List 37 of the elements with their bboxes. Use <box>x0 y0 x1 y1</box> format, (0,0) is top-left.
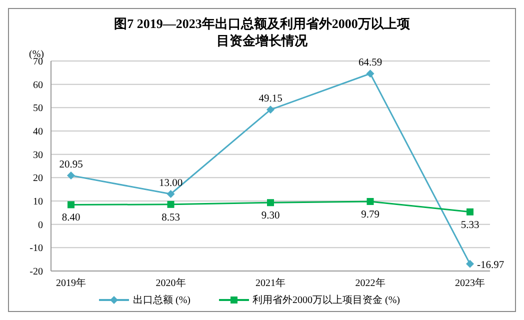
x-tick-label: 2019年 <box>56 277 86 290</box>
point <box>366 198 374 205</box>
chart-title: 图7 2019—2023年出口总额及利用省外2000万以上项目资金增长情况 <box>113 15 411 49</box>
point <box>466 260 474 268</box>
x-tick-label: 2020年 <box>156 277 186 290</box>
y-tick-label: 50 <box>33 103 43 114</box>
legend-label: 出口总额 (%) <box>133 294 190 307</box>
legend-label: 利用省外2000万以上项目资金 (%) <box>252 294 400 307</box>
y-tick-label: 40 <box>33 126 43 138</box>
data-label: 13.00 <box>158 178 183 189</box>
y-tick-label: 60 <box>33 80 43 91</box>
y-tick-label: 20 <box>33 173 43 184</box>
point <box>266 106 274 114</box>
data-label: 8.53 <box>162 212 180 224</box>
point <box>466 208 474 216</box>
point <box>366 70 374 78</box>
point <box>68 201 74 208</box>
data-label: 64.59 <box>358 58 382 69</box>
y-tick-label: 0 <box>38 220 43 231</box>
point <box>166 190 175 198</box>
point <box>267 199 274 206</box>
data-label: 9.79 <box>361 209 380 220</box>
point <box>67 171 75 180</box>
data-label: 8.40 <box>62 212 80 224</box>
y-tick-label: -20 <box>30 266 43 278</box>
data-label: 49.15 <box>258 94 282 105</box>
y-tick-label: 30 <box>33 150 43 161</box>
point <box>167 200 174 208</box>
data-label: 9.30 <box>261 210 280 222</box>
x-tick-label: 2023年 <box>455 277 485 290</box>
data-label: 5.33 <box>460 220 480 231</box>
x-tick-label: 2022年 <box>355 277 386 290</box>
y-tick-label: -10 <box>30 243 43 254</box>
y-tick-label: 10 <box>33 196 43 208</box>
x-tick-label: 2021年 <box>256 277 286 290</box>
data-label: 20.95 <box>59 159 83 170</box>
data-label: -16.97 <box>477 260 504 271</box>
